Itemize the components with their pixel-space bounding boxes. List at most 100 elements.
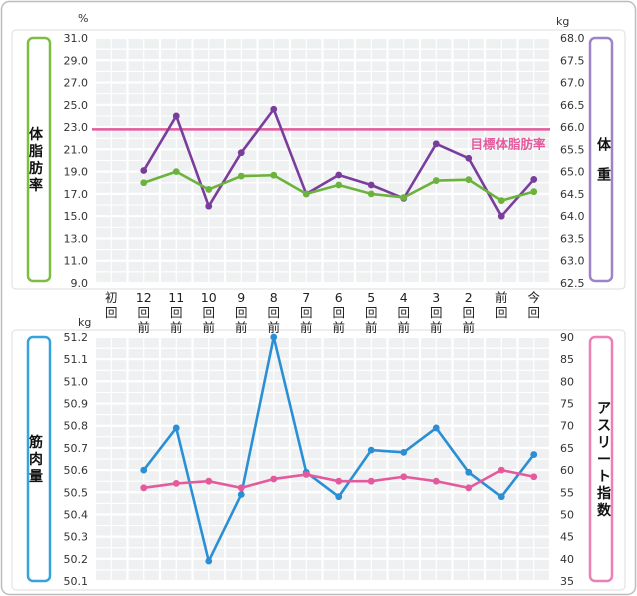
- data-point-muscle: [270, 333, 278, 341]
- data-point-athlete: [367, 477, 375, 485]
- right-tick-label: 63.5: [560, 232, 585, 245]
- right-axis-tab-top: 体重: [588, 36, 614, 283]
- right-tick-label: 45: [560, 531, 574, 544]
- right-tick-label: 85: [560, 353, 574, 366]
- left-tick-label: 13.0: [64, 232, 89, 245]
- right-tick-label: 66.0: [560, 121, 585, 134]
- x-label-part: 回: [495, 305, 508, 320]
- x-category-label: 9回前: [235, 290, 248, 335]
- data-point-athlete: [302, 471, 310, 478]
- left-tick-label: 19.0: [64, 166, 89, 179]
- data-point-muscle: [367, 446, 375, 454]
- left-tick-label: 51.2: [64, 331, 89, 344]
- x-label-part: 回: [170, 305, 183, 320]
- axis-title-char: 肪: [29, 160, 43, 177]
- left-tick-label: 50.8: [64, 420, 89, 433]
- axis-title-char: リ: [597, 435, 611, 451]
- axis-title-char: ス: [597, 418, 611, 434]
- left-tick-label: 27.0: [64, 77, 89, 90]
- data-point-muscle: [465, 468, 473, 476]
- left-tick-label: 50.9: [64, 398, 89, 411]
- left-axis-unit: kg: [78, 316, 91, 329]
- x-label-part: 10: [201, 290, 217, 305]
- x-category-label: 初回: [105, 290, 118, 320]
- data-point-fat: [335, 171, 343, 179]
- data-point-muscle: [140, 466, 148, 474]
- axis-title-char: 量: [29, 469, 43, 485]
- data-point-muscle: [530, 451, 538, 458]
- left-axis-unit: %: [78, 12, 88, 25]
- right-tick-label: 70: [560, 420, 574, 433]
- data-point-weight: [302, 190, 310, 198]
- data-point-fat: [530, 176, 538, 183]
- x-label-part: 回: [267, 305, 280, 320]
- data-point-athlete: [432, 477, 440, 485]
- data-point-athlete: [270, 475, 278, 483]
- right-tick-label: 62.5: [560, 277, 585, 290]
- left-tick-label: 50.1: [64, 575, 89, 588]
- x-label-part: 回: [202, 305, 215, 320]
- data-point-weight: [270, 171, 278, 179]
- axis-title-char: 体: [29, 126, 44, 143]
- gridlines-bottom: [93, 335, 552, 583]
- x-label-part: 6: [335, 290, 343, 305]
- right-tick-label: 64.0: [560, 210, 585, 223]
- data-point-athlete: [400, 473, 408, 481]
- right-tick-label: 60: [560, 464, 574, 477]
- left-tick-label: 23.0: [64, 121, 89, 134]
- right-tick-label: 75: [560, 398, 574, 411]
- left-tick-label: 17.0: [64, 188, 89, 201]
- data-point-weight: [237, 172, 245, 180]
- left-tick-label: 50.5: [64, 486, 89, 499]
- x-label-part: 11: [168, 290, 184, 305]
- right-tick-label: 50: [560, 508, 574, 521]
- right-tick-label: 35: [560, 575, 574, 588]
- data-point-athlete: [237, 484, 245, 492]
- data-point-weight: [205, 186, 213, 193]
- x-label-part: 初: [105, 290, 118, 305]
- data-point-weight: [172, 168, 180, 176]
- x-label-part: 回: [527, 305, 540, 320]
- data-point-muscle: [335, 493, 343, 501]
- right-tick-label: 67.5: [560, 54, 585, 67]
- x-label-part: 前: [365, 320, 378, 335]
- left-tick-label: 29.0: [64, 54, 89, 67]
- x-category-label: 6回前: [332, 290, 345, 335]
- left-tick-label: 50.2: [64, 553, 89, 566]
- x-category-label: 3回前: [430, 290, 443, 335]
- x-label-part: 前: [267, 320, 280, 335]
- x-label-part: 前: [235, 320, 248, 335]
- x-label-part: 回: [137, 305, 150, 320]
- x-category-label: 5回前: [365, 290, 378, 335]
- x-label-part: 前: [202, 320, 215, 335]
- left-tick-label: 11.0: [64, 255, 89, 268]
- axis-tab-frame: [26, 36, 52, 283]
- data-point-fat: [270, 105, 278, 113]
- x-label-part: 回: [462, 305, 475, 320]
- target-line-label: 目標体脂肪率: [470, 136, 546, 151]
- x-label-part: 8: [270, 290, 278, 305]
- axis-title-char: ア: [597, 401, 611, 417]
- x-category-label: 前回: [495, 290, 508, 320]
- data-point-fat: [237, 149, 245, 157]
- left-axis-tab-bottom: 筋肉量: [26, 335, 52, 583]
- x-label-part: 4: [400, 290, 408, 305]
- left-tick-label: 50.4: [64, 508, 89, 521]
- data-point-fat: [172, 112, 180, 120]
- data-point-athlete: [530, 473, 538, 481]
- x-category-label: 7回前: [300, 290, 313, 335]
- x-label-part: 回: [332, 305, 345, 320]
- data-point-muscle: [432, 424, 440, 432]
- x-label-part: 前: [430, 320, 443, 335]
- data-point-athlete: [205, 477, 213, 485]
- data-point-athlete: [140, 484, 148, 492]
- x-label-part: 回: [365, 305, 378, 320]
- data-point-weight: [465, 176, 473, 184]
- left-tick-label: 51.1: [64, 353, 89, 366]
- data-point-muscle: [205, 557, 213, 565]
- data-point-weight: [432, 177, 440, 184]
- x-label-part: 前: [495, 290, 508, 305]
- right-tick-label: 65.5: [560, 143, 585, 156]
